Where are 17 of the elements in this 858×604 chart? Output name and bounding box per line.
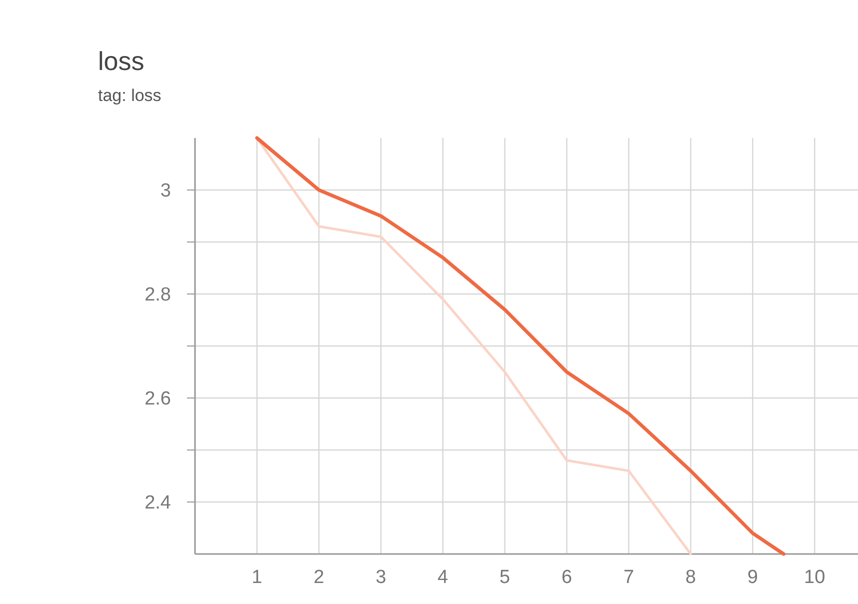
x-tick-label: 4 [438, 567, 449, 588]
x-tick-label: 2 [314, 567, 324, 588]
x-tick-label: 1 [252, 567, 262, 588]
chart-subtitle: tag: loss [98, 86, 162, 105]
x-tick-label: 10 [804, 567, 826, 588]
line-series [255, 136, 786, 556]
chart-title: loss [98, 46, 144, 76]
x-tick-label: 8 [685, 567, 696, 588]
x-tick-label: 7 [623, 567, 634, 588]
x-tick-label: 3 [376, 567, 386, 588]
y-tick-label: 2.8 [144, 284, 171, 306]
y-tick-label: 3 [160, 180, 171, 202]
y-tick-label: 2.6 [144, 388, 171, 410]
y-tick-label: 2.4 [144, 492, 172, 514]
x-tick-label: 5 [500, 567, 510, 588]
x-tick-label: 6 [561, 567, 572, 588]
x-tick-label: 9 [747, 567, 758, 588]
